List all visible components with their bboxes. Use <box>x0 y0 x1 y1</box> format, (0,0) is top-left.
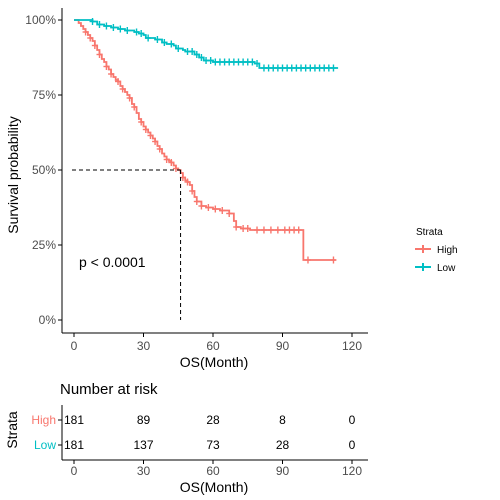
risk-table-title: Number at risk <box>60 381 158 398</box>
legend: Strata High Low <box>415 227 458 274</box>
risk-count: 181 <box>64 413 84 427</box>
y-tick-label: 100% <box>25 13 56 27</box>
risk-x-tick-label: 30 <box>137 464 151 478</box>
risk-count: 137 <box>133 438 153 452</box>
risk-x-axis-ticks: 0 30 60 90 120 <box>71 460 362 478</box>
risk-x-axis-title: OS(Month) <box>180 479 248 495</box>
risk-count: 89 <box>137 413 151 427</box>
p-value-annotation: p < 0.0001 <box>79 254 146 270</box>
y-axis-title: Survival probability <box>5 116 21 234</box>
risk-x-tick-label: 0 <box>71 464 78 478</box>
y-tick-label: 75% <box>32 88 56 102</box>
risk-row-labels: High Low <box>31 413 62 452</box>
risk-cells: 181 89 28 8 0 181 137 73 28 0 <box>64 413 356 452</box>
legend-item-low: Low <box>415 263 456 274</box>
risk-count: 28 <box>206 413 220 427</box>
legend-label-high: High <box>437 245 458 256</box>
risk-count: 8 <box>279 413 286 427</box>
legend-label-low: Low <box>437 263 456 274</box>
x-tick-label: 90 <box>276 339 290 353</box>
risk-x-tick-label: 60 <box>206 464 220 478</box>
risk-count: 73 <box>206 438 220 452</box>
risk-table-y-title: Strata <box>4 411 20 449</box>
survival-curve-high <box>74 19 336 261</box>
x-tick-label: 120 <box>342 339 362 353</box>
survival-plot-panel: 0% 25% 50% 75% 100% 0 30 60 90 120 Survival prob… <box>5 8 368 370</box>
y-tick-label: 25% <box>32 238 56 252</box>
y-tick-label: 0% <box>39 313 57 327</box>
x-axis-title: OS(Month) <box>180 354 248 370</box>
y-axis-ticks: 0% 25% 50% 75% 100% <box>25 13 62 327</box>
x-tick-label: 30 <box>137 339 151 353</box>
series-high <box>74 19 337 264</box>
series-low <box>74 18 339 72</box>
median-layer <box>72 169 182 320</box>
series-layer <box>74 18 339 264</box>
legend-item-high: High <box>415 245 458 256</box>
risk-x-tick-label: 120 <box>342 464 362 478</box>
risk-x-tick-label: 90 <box>276 464 290 478</box>
risk-count: 0 <box>349 413 356 427</box>
legend-title: Strata <box>416 227 443 238</box>
x-axis-ticks: 0 30 60 90 120 <box>71 333 362 353</box>
risk-count: 181 <box>64 438 84 452</box>
x-tick-label: 60 <box>206 339 220 353</box>
risk-count: 28 <box>276 438 290 452</box>
y-tick-label: 50% <box>32 163 56 177</box>
x-tick-label: 0 <box>71 339 78 353</box>
risk-count: 0 <box>349 438 356 452</box>
risk-row-label: Low <box>34 438 56 452</box>
risk-row-label: High <box>31 413 56 427</box>
